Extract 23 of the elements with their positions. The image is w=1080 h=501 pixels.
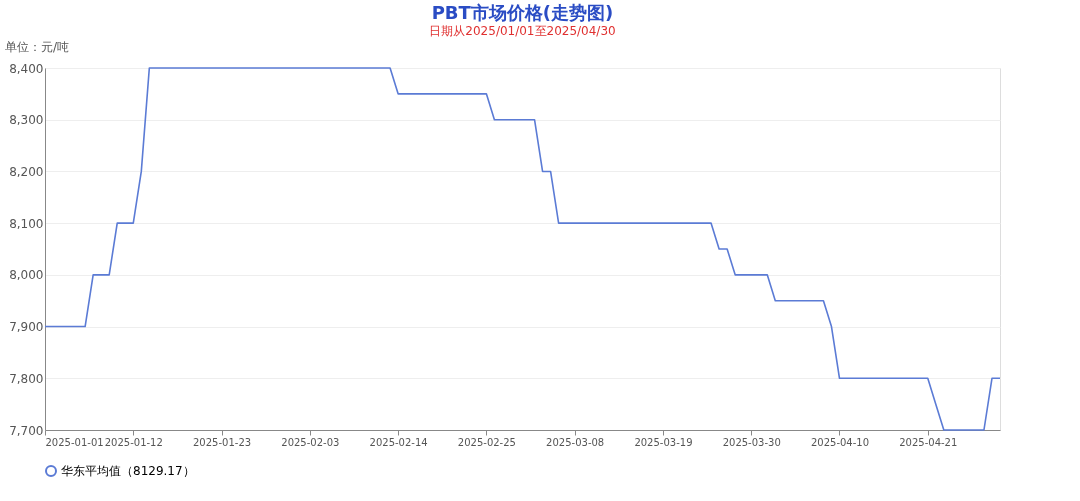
legend-label: 华东平均值（8129.17） — [61, 464, 195, 478]
y-tick-label: 8,400 — [9, 61, 44, 76]
x-tick-label: 2025-04-10 — [810, 436, 870, 448]
text: 单位：元/吨 — [5, 40, 70, 54]
y-tick-label: 8,000 — [9, 268, 44, 283]
x-tick-label: 2025-03-08 — [546, 436, 605, 448]
x-tick-label: 2025-02-14 — [369, 436, 428, 448]
y-tick-label: 8,200 — [9, 164, 44, 179]
x-tick-label: 2025-03-19 — [634, 436, 693, 448]
x-tick-label: 2025-02-25 — [457, 436, 516, 448]
y-tick-label: 7,900 — [9, 320, 44, 335]
y-tick-label: 7,700 — [9, 423, 44, 438]
x-tick-label: 2025-01-23 — [192, 436, 252, 448]
y-tick-label: 7,800 — [9, 371, 44, 386]
chart-subtitle: 日期从2025/01/01至2025/04/30 — [429, 24, 616, 38]
y-tick-label: 8,300 — [9, 113, 44, 128]
x-tick-label: 2025-02-03 — [281, 436, 340, 448]
y-tick-label: 8,100 — [9, 216, 44, 231]
x-tick-label: 2025-04-21 — [899, 436, 958, 448]
x-tick-label: 2025-01-01 — [45, 436, 104, 448]
chart-title: PBT市场价格(走势图) — [431, 2, 614, 23]
x-tick-label: 2025-01-12 — [104, 436, 163, 448]
x-tick-label: 2025-03-30 — [722, 436, 781, 448]
